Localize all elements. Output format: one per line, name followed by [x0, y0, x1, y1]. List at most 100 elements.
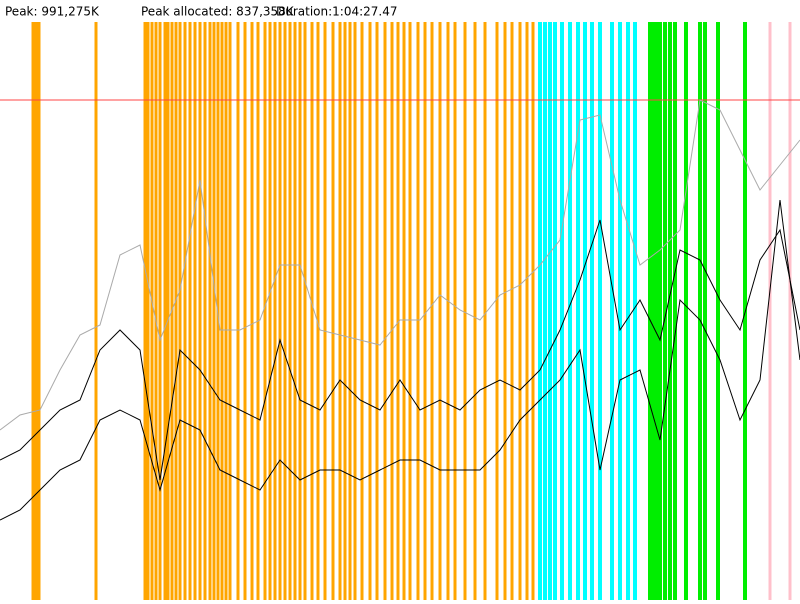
event-band [228, 0, 232, 600]
series-line [0, 199, 800, 521]
lines [0, 99, 800, 521]
event-band [256, 0, 260, 600]
event-band [338, 0, 342, 600]
event-band [203, 0, 207, 600]
event-band [663, 0, 667, 600]
event-band [368, 0, 372, 600]
event-band [698, 0, 702, 600]
event-band [263, 0, 267, 600]
event-band [463, 0, 467, 600]
event-band [538, 0, 542, 600]
event-band [37, 0, 41, 600]
event-band [453, 0, 457, 600]
event-band [548, 0, 552, 600]
event-band [673, 0, 677, 600]
event-band [34, 0, 38, 600]
event-band [158, 0, 162, 600]
event-band [423, 0, 427, 600]
event-band [402, 0, 406, 600]
event-band [224, 0, 228, 600]
event-band [503, 0, 507, 600]
event-band [416, 0, 420, 600]
peak-allocated: Peak allocated: 837,358K [141, 5, 295, 19]
event-band [553, 0, 557, 600]
event-band [716, 0, 720, 600]
event-band [188, 0, 192, 600]
event-band [583, 0, 587, 600]
event-band [163, 0, 167, 600]
event-band [375, 0, 379, 600]
event-band [316, 0, 320, 600]
event-band [193, 0, 197, 600]
event-band [310, 0, 314, 600]
event-band [278, 0, 282, 600]
event-band [590, 0, 594, 600]
event-band [212, 0, 216, 600]
event-band [768, 0, 772, 600]
event-band [348, 0, 352, 600]
event-band [390, 0, 394, 600]
event-band [331, 0, 335, 600]
event-band [283, 0, 287, 600]
event-band [525, 0, 529, 600]
event-band [543, 0, 547, 600]
event-band [510, 0, 514, 600]
event-band [268, 0, 272, 600]
event-band [250, 0, 254, 600]
event-band [703, 0, 707, 600]
event-band [31, 0, 35, 600]
event-band [236, 0, 240, 600]
event-band [598, 0, 602, 600]
event-band [473, 0, 477, 600]
event-band [618, 0, 622, 600]
event-band [568, 0, 572, 600]
event-band [788, 0, 792, 600]
event-band [576, 0, 580, 600]
event-band [293, 0, 297, 600]
event-band [684, 0, 688, 600]
event-band [668, 0, 672, 600]
event-band [146, 0, 150, 600]
event-band [243, 0, 247, 600]
event-band [626, 0, 630, 600]
event-band [353, 0, 357, 600]
event-band [198, 0, 202, 600]
event-band [610, 0, 614, 600]
event-band [220, 0, 224, 600]
event-band [360, 0, 364, 600]
event-band [446, 0, 450, 600]
event-band [183, 0, 187, 600]
event-band [273, 0, 277, 600]
event-bands [31, 0, 792, 600]
event-band [343, 0, 347, 600]
event-band [408, 0, 412, 600]
event-band [518, 0, 522, 600]
event-band [178, 0, 182, 600]
event-band [288, 0, 292, 600]
event-band [483, 0, 487, 600]
duration: Duration:1:04:27.47 [276, 5, 398, 19]
event-band [560, 0, 564, 600]
event-band [143, 0, 147, 600]
event-band [298, 0, 302, 600]
event-band [94, 0, 98, 600]
event-band [648, 0, 652, 600]
header-bg [0, 0, 800, 22]
event-band [658, 0, 662, 600]
series-line [0, 99, 800, 431]
event-band [743, 0, 747, 600]
event-band [655, 0, 659, 600]
event-band [170, 0, 174, 600]
event-band [430, 0, 434, 600]
event-band [383, 0, 387, 600]
event-band [216, 0, 220, 600]
series-line [0, 219, 800, 481]
event-band [531, 0, 535, 600]
event-band [438, 0, 442, 600]
event-band [323, 0, 327, 600]
event-band [651, 0, 655, 600]
event-band [633, 0, 637, 600]
event-band [166, 0, 170, 600]
